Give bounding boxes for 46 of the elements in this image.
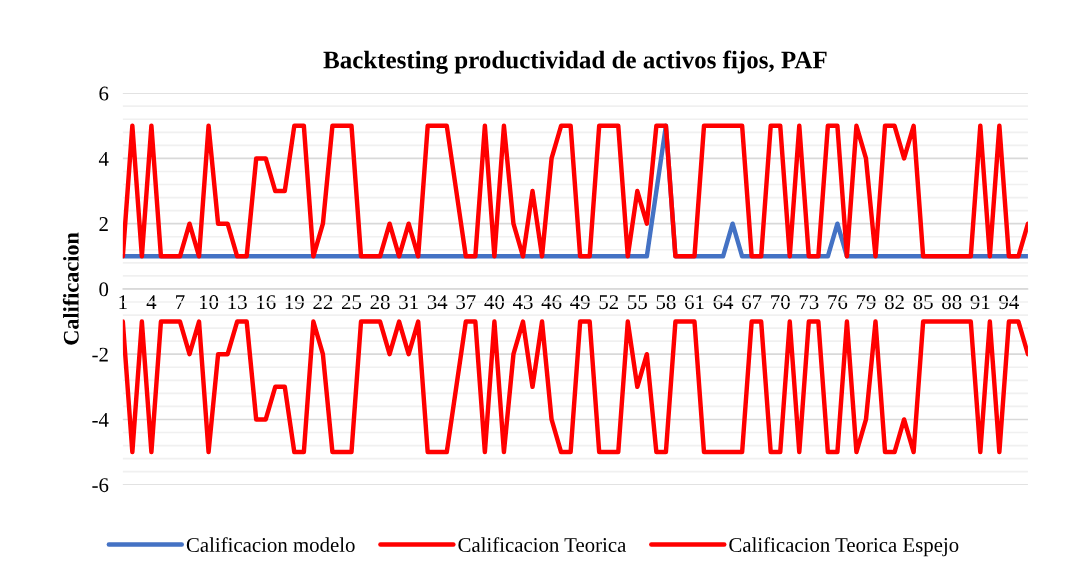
x-tick-label: 49 bbox=[570, 295, 590, 310]
x-tick-label: 46 bbox=[541, 295, 562, 310]
y-tick-label: -4 bbox=[92, 412, 109, 427]
y-tick-label: 4 bbox=[98, 151, 109, 166]
x-tick-label: 16 bbox=[257, 295, 276, 310]
x-tick-label: 25 bbox=[341, 295, 362, 310]
x-tick-label: 55 bbox=[628, 295, 647, 310]
x-tick-label: 82 bbox=[884, 295, 904, 310]
x-tick-label: 4 bbox=[146, 295, 157, 309]
x-tick-label: 76 bbox=[828, 295, 848, 310]
y-tick-label: 0 bbox=[99, 282, 109, 297]
line-series bbox=[122, 123, 1028, 259]
x-tick-label: 88 bbox=[942, 295, 962, 310]
x-tick-label: 58 bbox=[656, 295, 676, 310]
x-tick-label: 52 bbox=[599, 295, 618, 310]
y-tick-label: -2 bbox=[92, 347, 108, 362]
x-tick-label: 91 bbox=[970, 295, 990, 310]
x-tick-label: 10 bbox=[199, 295, 219, 310]
x-tick-label: 64 bbox=[713, 295, 734, 310]
x-tick-label: 1 bbox=[119, 295, 127, 309]
x-tick-label: 79 bbox=[856, 295, 876, 310]
x-tick-label: 19 bbox=[285, 295, 304, 310]
legend-label: Calificacion Teorica bbox=[458, 537, 627, 553]
y-tick-label: 2 bbox=[99, 217, 108, 231]
legend-label: Calificacion Teorica Espejo bbox=[729, 537, 959, 557]
y-axis-title: Calificacion bbox=[62, 232, 79, 345]
x-tick-label: 61 bbox=[684, 295, 704, 310]
x-tick-label: 73 bbox=[799, 295, 819, 310]
x-tick-label: 37 bbox=[456, 295, 476, 310]
x-tick-label: 28 bbox=[370, 295, 390, 310]
x-tick-label: 43 bbox=[512, 295, 533, 310]
chart-title: Backtesting productividad de activos fijos, PAF bbox=[323, 50, 827, 74]
x-tick-label: 67 bbox=[742, 295, 762, 310]
x-tick-label: 22 bbox=[313, 295, 333, 309]
line-series bbox=[122, 319, 1028, 455]
y-tick-label: -6 bbox=[92, 478, 109, 493]
x-tick-label: 94 bbox=[999, 295, 1019, 310]
x-tick-label: 85 bbox=[913, 295, 933, 310]
x-tick-label: 31 bbox=[399, 295, 418, 310]
legend-label: Calificacion modelo bbox=[186, 537, 355, 553]
x-tick-label: 40 bbox=[484, 295, 505, 310]
x-tick-label: 70 bbox=[771, 295, 790, 310]
x-tick-label: 34 bbox=[427, 295, 448, 310]
x-tick-label: 13 bbox=[228, 295, 247, 310]
x-tick-label: 7 bbox=[176, 295, 185, 309]
y-tick-label: 6 bbox=[99, 86, 109, 101]
